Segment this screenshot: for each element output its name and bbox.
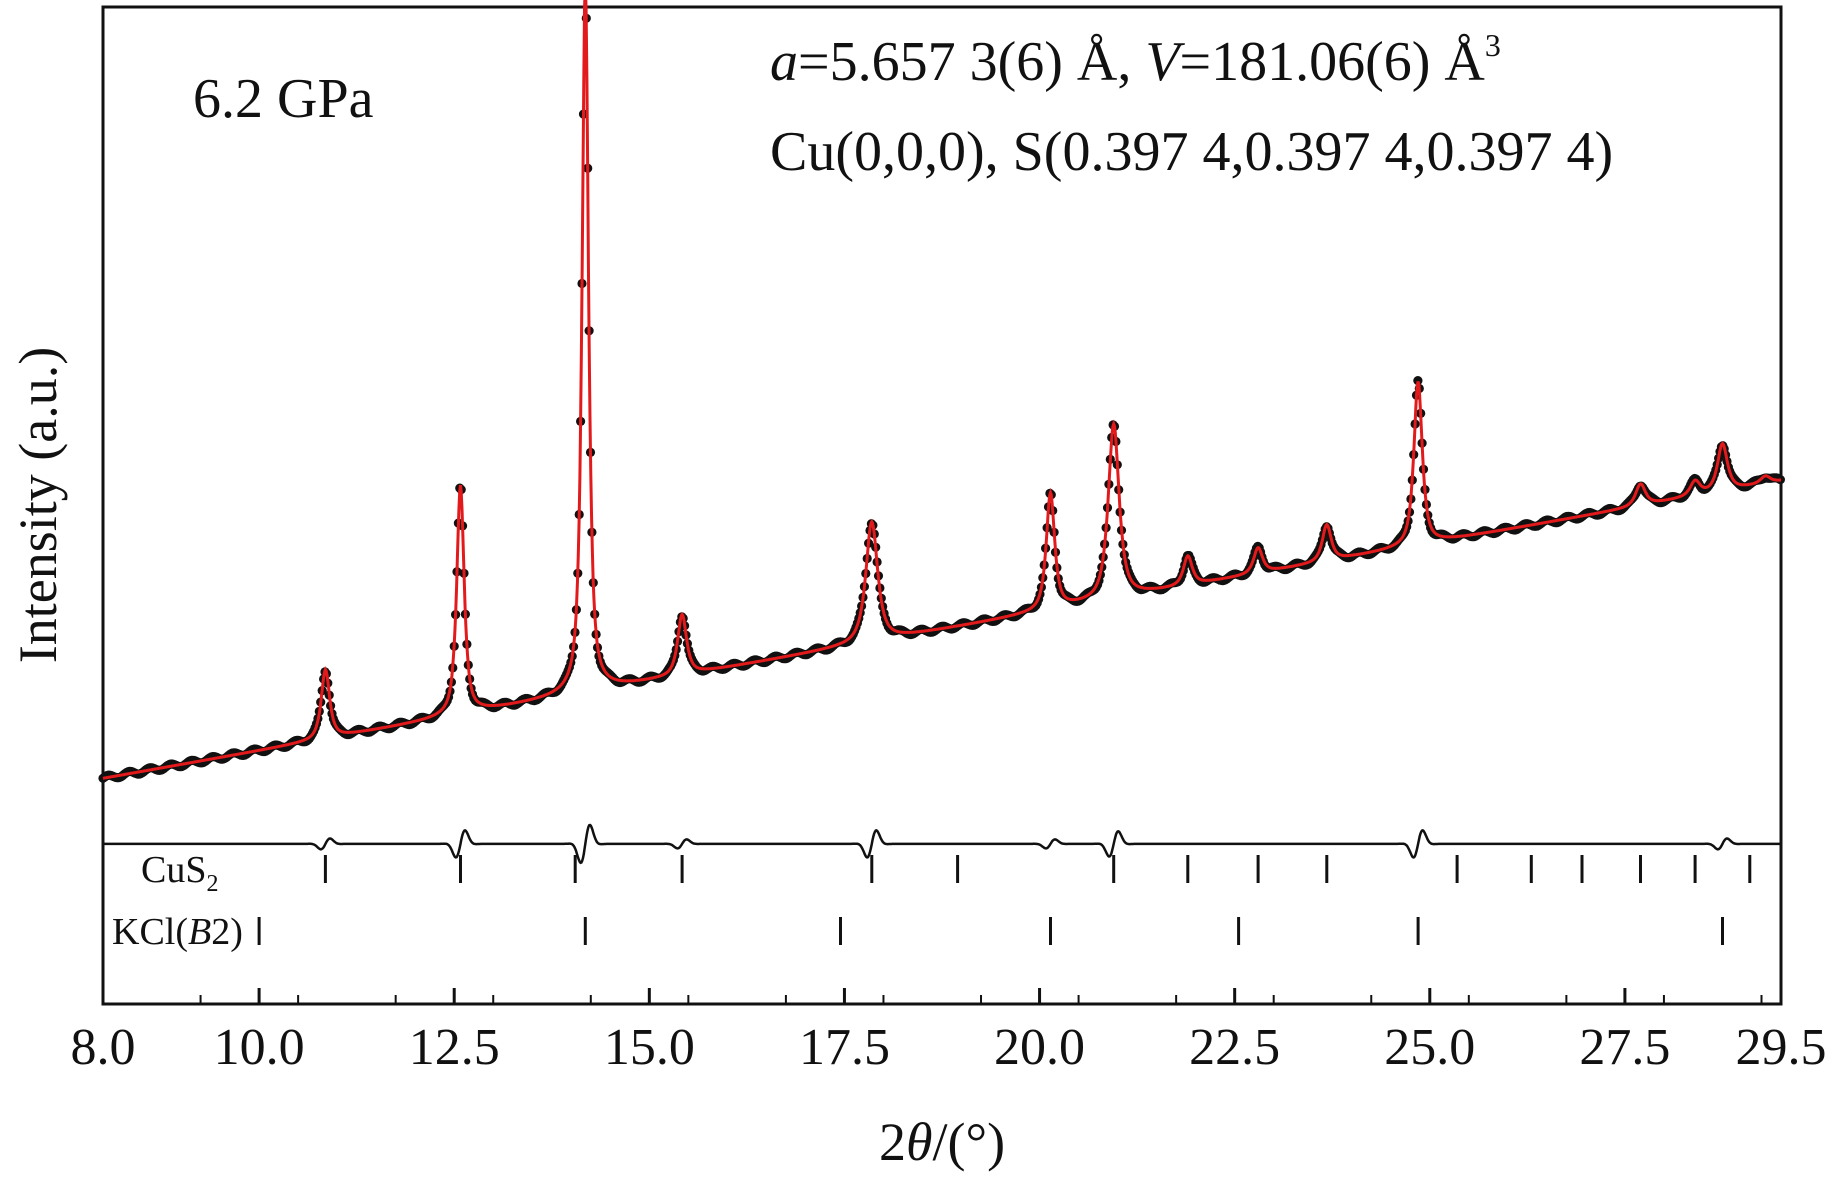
reflection-markers — [257, 855, 1752, 945]
observed-point — [1413, 376, 1423, 386]
x-tick-label: 29.5 — [1736, 1019, 1827, 1076]
x-tick-label: 17.5 — [799, 1019, 890, 1076]
y-axis-title: Intensity (a.u.) — [8, 347, 68, 663]
x-tick-label: 25.0 — [1384, 1019, 1475, 1076]
x-tick-label: 10.0 — [214, 1019, 305, 1076]
x-tick-label: 12.5 — [409, 1019, 500, 1076]
plot-area-frame — [101, 5, 1783, 1006]
x-tick-label: 27.5 — [1579, 1019, 1670, 1076]
lattice-annotation: a=5.657 3(6) Å, V=181.06(6) Å3 — [770, 27, 1501, 93]
phase-label-cus2: CuS2 — [141, 849, 218, 897]
pressure-label: 6.2 GPa — [193, 68, 374, 130]
x-axis-title: 2θ/(°) — [879, 1112, 1005, 1172]
calculated-series — [102, 0, 1781, 780]
x-axis-ticks: 8.0 10.0 12.5 15.0 17.5 20.0 22.5 25.0 27.5 29.5 — [71, 988, 1827, 1076]
calculated-curve — [102, 0, 1781, 780]
x-tick-label: 15.0 — [604, 1019, 695, 1076]
x-tick-label: 8.0 — [71, 1019, 136, 1076]
atom-positions-annotation: Cu(0,0,0), S(0.397 4,0.397 4,0.397 4) — [770, 121, 1613, 183]
x-tick-label: 20.0 — [994, 1019, 1085, 1076]
difference-series — [103, 823, 1781, 865]
x-tick-label: 22.5 — [1189, 1019, 1280, 1076]
phase-label-kcl: KCl(B2) — [112, 911, 243, 953]
difference-curve — [103, 823, 1781, 865]
